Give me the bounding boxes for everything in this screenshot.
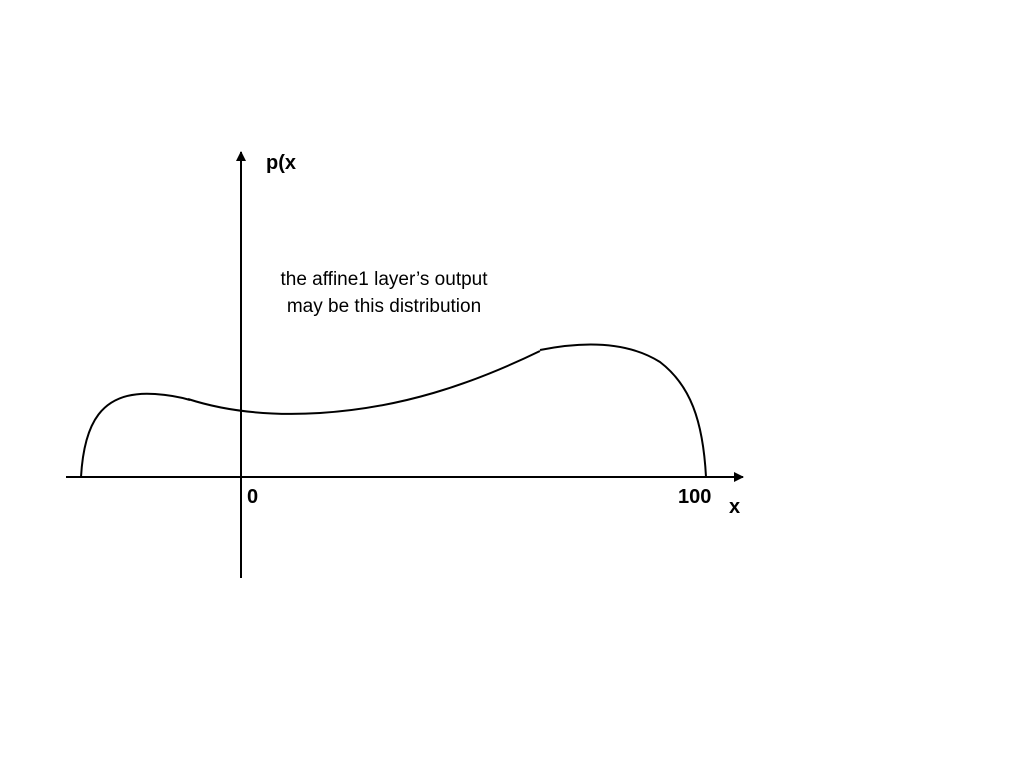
annotation-line-2: may be this distribution: [287, 296, 481, 317]
annotation-line-1: the affine1 layer’s output: [280, 269, 488, 290]
x-axis-label: x: [729, 496, 740, 518]
distribution-curve-right-hump: [539, 343, 707, 478]
end-tick-label: 100: [678, 486, 711, 508]
origin-tick-label: 0: [247, 486, 258, 508]
y-axis-label: p(x: [266, 152, 296, 174]
distribution-curve-left-hump: [80, 392, 191, 478]
distribution-curve-middle: [187, 350, 541, 415]
